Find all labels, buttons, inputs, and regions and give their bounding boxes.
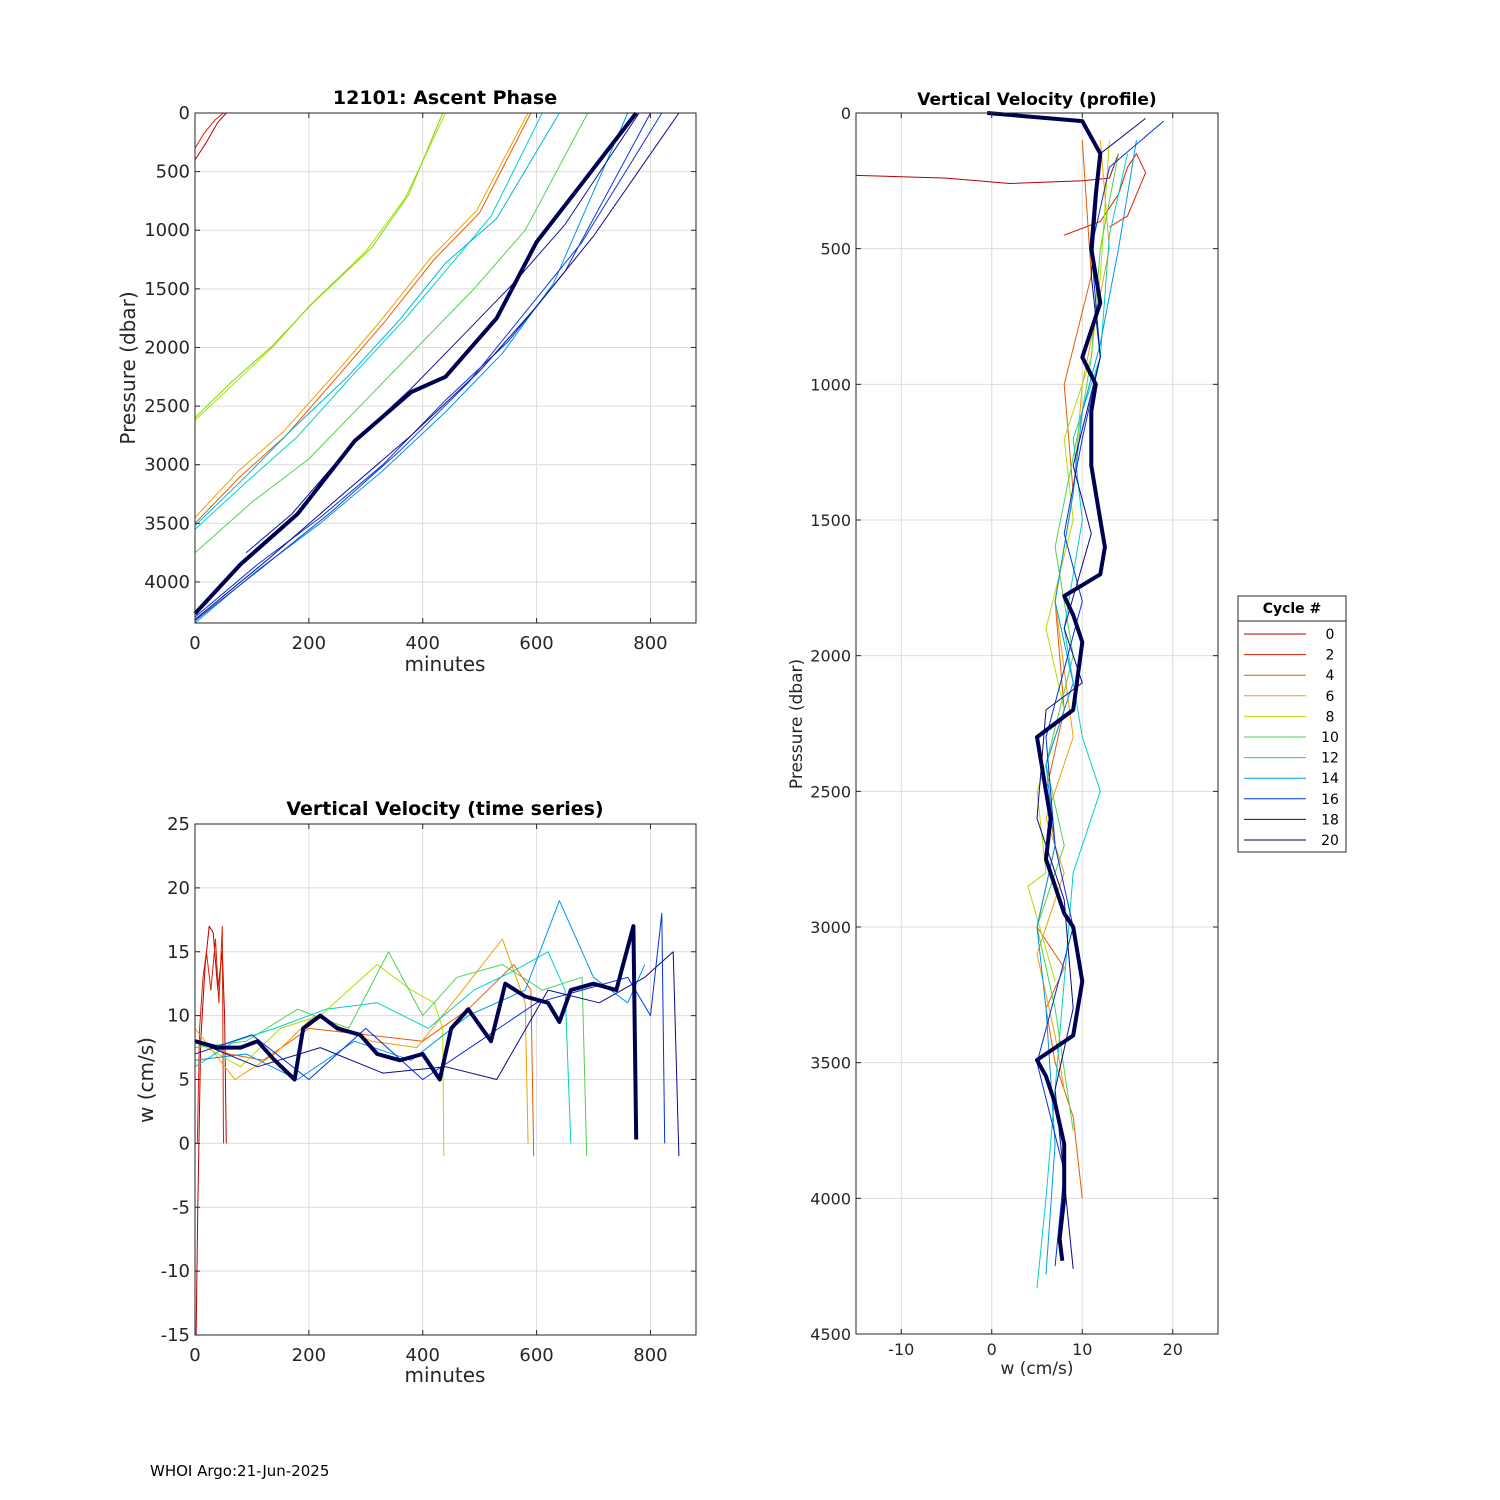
- series-line-cycle-10: [194, 951, 588, 1157]
- cycle-legend: Cycle # 0 2 4 6 8 10 12 14 16 18 20: [1237, 595, 1347, 853]
- y-tick-label: 10: [167, 1006, 190, 1027]
- x-tick-label: 400: [406, 633, 440, 654]
- y-tick-label: 1500: [810, 511, 851, 530]
- series-line-cycle-14: [1036, 140, 1137, 1275]
- series-line-cycle-18: [194, 112, 680, 620]
- x-tick-label: 800: [633, 1345, 667, 1366]
- y-tick-label: 2000: [144, 337, 190, 358]
- series-line-cycle-2: [196, 925, 224, 1144]
- y-tick-label: -15: [161, 1325, 190, 1346]
- x-tick-label: 600: [519, 1345, 553, 1366]
- series-line-cycle-16: [194, 912, 666, 1144]
- y-tick-label: 5: [179, 1070, 190, 1091]
- x-tick-label: 200: [292, 633, 326, 654]
- x-tick-label: 20: [1163, 1340, 1183, 1359]
- series-line-cycle-20: [987, 111, 1107, 1261]
- y-tick-label: 2500: [810, 782, 851, 801]
- y-tick-label: 0: [179, 1133, 190, 1154]
- y-tick-label: 500: [156, 162, 190, 183]
- series-line-cycle-8: [194, 112, 446, 421]
- y-tick-label: 3000: [144, 455, 190, 476]
- series-line-cycle-2: [194, 112, 224, 149]
- legend-label-cycle-14: 14: [1321, 771, 1339, 787]
- y-tick-label: -10: [161, 1261, 190, 1282]
- series-line-cycle-8: [1027, 140, 1110, 982]
- series-line-cycle-18: [1036, 118, 1146, 1269]
- series-line-cycle-12: [194, 112, 543, 530]
- y-tick-label: 2500: [144, 396, 190, 417]
- ascent-phase-chart: 0 200 400 600 800 0 500 1000 1500 2000 2500 3000 350…: [116, 87, 697, 676]
- legend-label-cycle-8: 8: [1326, 709, 1335, 725]
- series-line-cycle-19: [245, 112, 640, 554]
- series-line-cycle-8: [194, 964, 445, 1157]
- velocity-profile-chart: -10 0 10 20 0 500 1000 1500 2000 2500 3000 3500 4000…: [787, 90, 1219, 1379]
- ascent-phase-xlabel: minutes: [405, 652, 486, 676]
- y-tick-label: 1000: [810, 375, 851, 394]
- x-tick-label: 10: [1072, 1340, 1092, 1359]
- y-tick-label: 0: [841, 104, 851, 123]
- velocity-timeseries-ylabel: w (cm/s): [134, 1037, 158, 1123]
- x-tick-label: 600: [519, 633, 553, 654]
- velocity-profile-title: Vertical Velocity (profile): [917, 90, 1156, 110]
- y-tick-label: 1500: [144, 279, 190, 300]
- legend-label-cycle-12: 12: [1321, 751, 1339, 767]
- y-tick-label: 15: [167, 942, 190, 963]
- legend-box: [1237, 595, 1347, 853]
- legend-label-cycle-2: 2: [1326, 648, 1335, 664]
- series-line-cycle-6: [194, 112, 529, 518]
- legend-label-cycle-16: 16: [1321, 792, 1339, 808]
- x-tick-label: 400: [406, 1345, 440, 1366]
- series-line-cycle-0: [855, 153, 1119, 184]
- x-tick-label: 0: [189, 633, 200, 654]
- legend-label-cycle-6: 6: [1326, 689, 1335, 705]
- series-line-cycle-0: [194, 112, 227, 161]
- y-tick-label: 3500: [810, 1054, 851, 1073]
- legend-label-cycle-4: 4: [1326, 668, 1335, 684]
- x-tick-label: 0: [987, 1340, 997, 1359]
- ascent-phase-title: 12101: Ascent Phase: [333, 87, 557, 109]
- y-tick-label: 3500: [144, 513, 190, 534]
- legend-label-cycle-20: 20: [1321, 833, 1339, 849]
- series-line-cycle-10: [194, 112, 589, 554]
- x-tick-label: 0: [189, 1345, 200, 1366]
- velocity-timeseries-chart: 0 200 400 600 800 -15 -10 -5 0 5 10 15 20 25 Vertical…: [134, 798, 697, 1387]
- y-tick-label: 25: [167, 814, 190, 835]
- y-tick-label: 0: [179, 103, 190, 124]
- velocity-profile-xlabel: w (cm/s): [1000, 1359, 1073, 1379]
- series-line-cycle-17: [194, 112, 663, 622]
- velocity-profile-ylabel: Pressure (dbar): [787, 659, 807, 789]
- y-tick-label: -5: [172, 1197, 190, 1218]
- ascent-phase-frame: [194, 112, 697, 624]
- legend-label-cycle-0: 0: [1326, 627, 1335, 643]
- series-line-cycle-0: [195, 925, 227, 1336]
- x-tick-label: 800: [633, 633, 667, 654]
- series-line-cycle-4: [194, 964, 535, 1157]
- y-tick-label: 1000: [144, 220, 190, 241]
- y-tick-label: 4000: [144, 572, 190, 593]
- series-line-cycle-20: [193, 111, 638, 615]
- legend-label-cycle-10: 10: [1321, 730, 1339, 746]
- series-line-cycle-9: [194, 112, 444, 419]
- series-line-cycle-13: [194, 112, 560, 527]
- legend-label-cycle-18: 18: [1321, 812, 1339, 828]
- y-tick-label: 2000: [810, 647, 851, 666]
- ascent-phase-ylabel: Pressure (dbar): [116, 291, 140, 444]
- x-tick-label: -10: [888, 1340, 914, 1359]
- x-tick-label: 200: [292, 1345, 326, 1366]
- y-tick-label: 3000: [810, 918, 851, 937]
- legend-title: Cycle #: [1263, 601, 1322, 617]
- y-tick-label: 4000: [810, 1189, 851, 1208]
- series-line-cycle-20: [194, 924, 639, 1140]
- series-line-cycle-12: [194, 951, 572, 1144]
- velocity-timeseries-xlabel: minutes: [405, 1363, 486, 1387]
- series-line-cycle-4: [194, 112, 532, 524]
- velocity-timeseries-title: Vertical Velocity (time series): [286, 798, 603, 820]
- y-tick-label: 4500: [810, 1325, 851, 1344]
- y-tick-label: 20: [167, 878, 190, 899]
- footer-credit: WHOI Argo:21-Jun-2025: [150, 1462, 329, 1480]
- velocity-profile-frame: [855, 112, 1219, 1335]
- y-tick-label: 500: [820, 240, 851, 259]
